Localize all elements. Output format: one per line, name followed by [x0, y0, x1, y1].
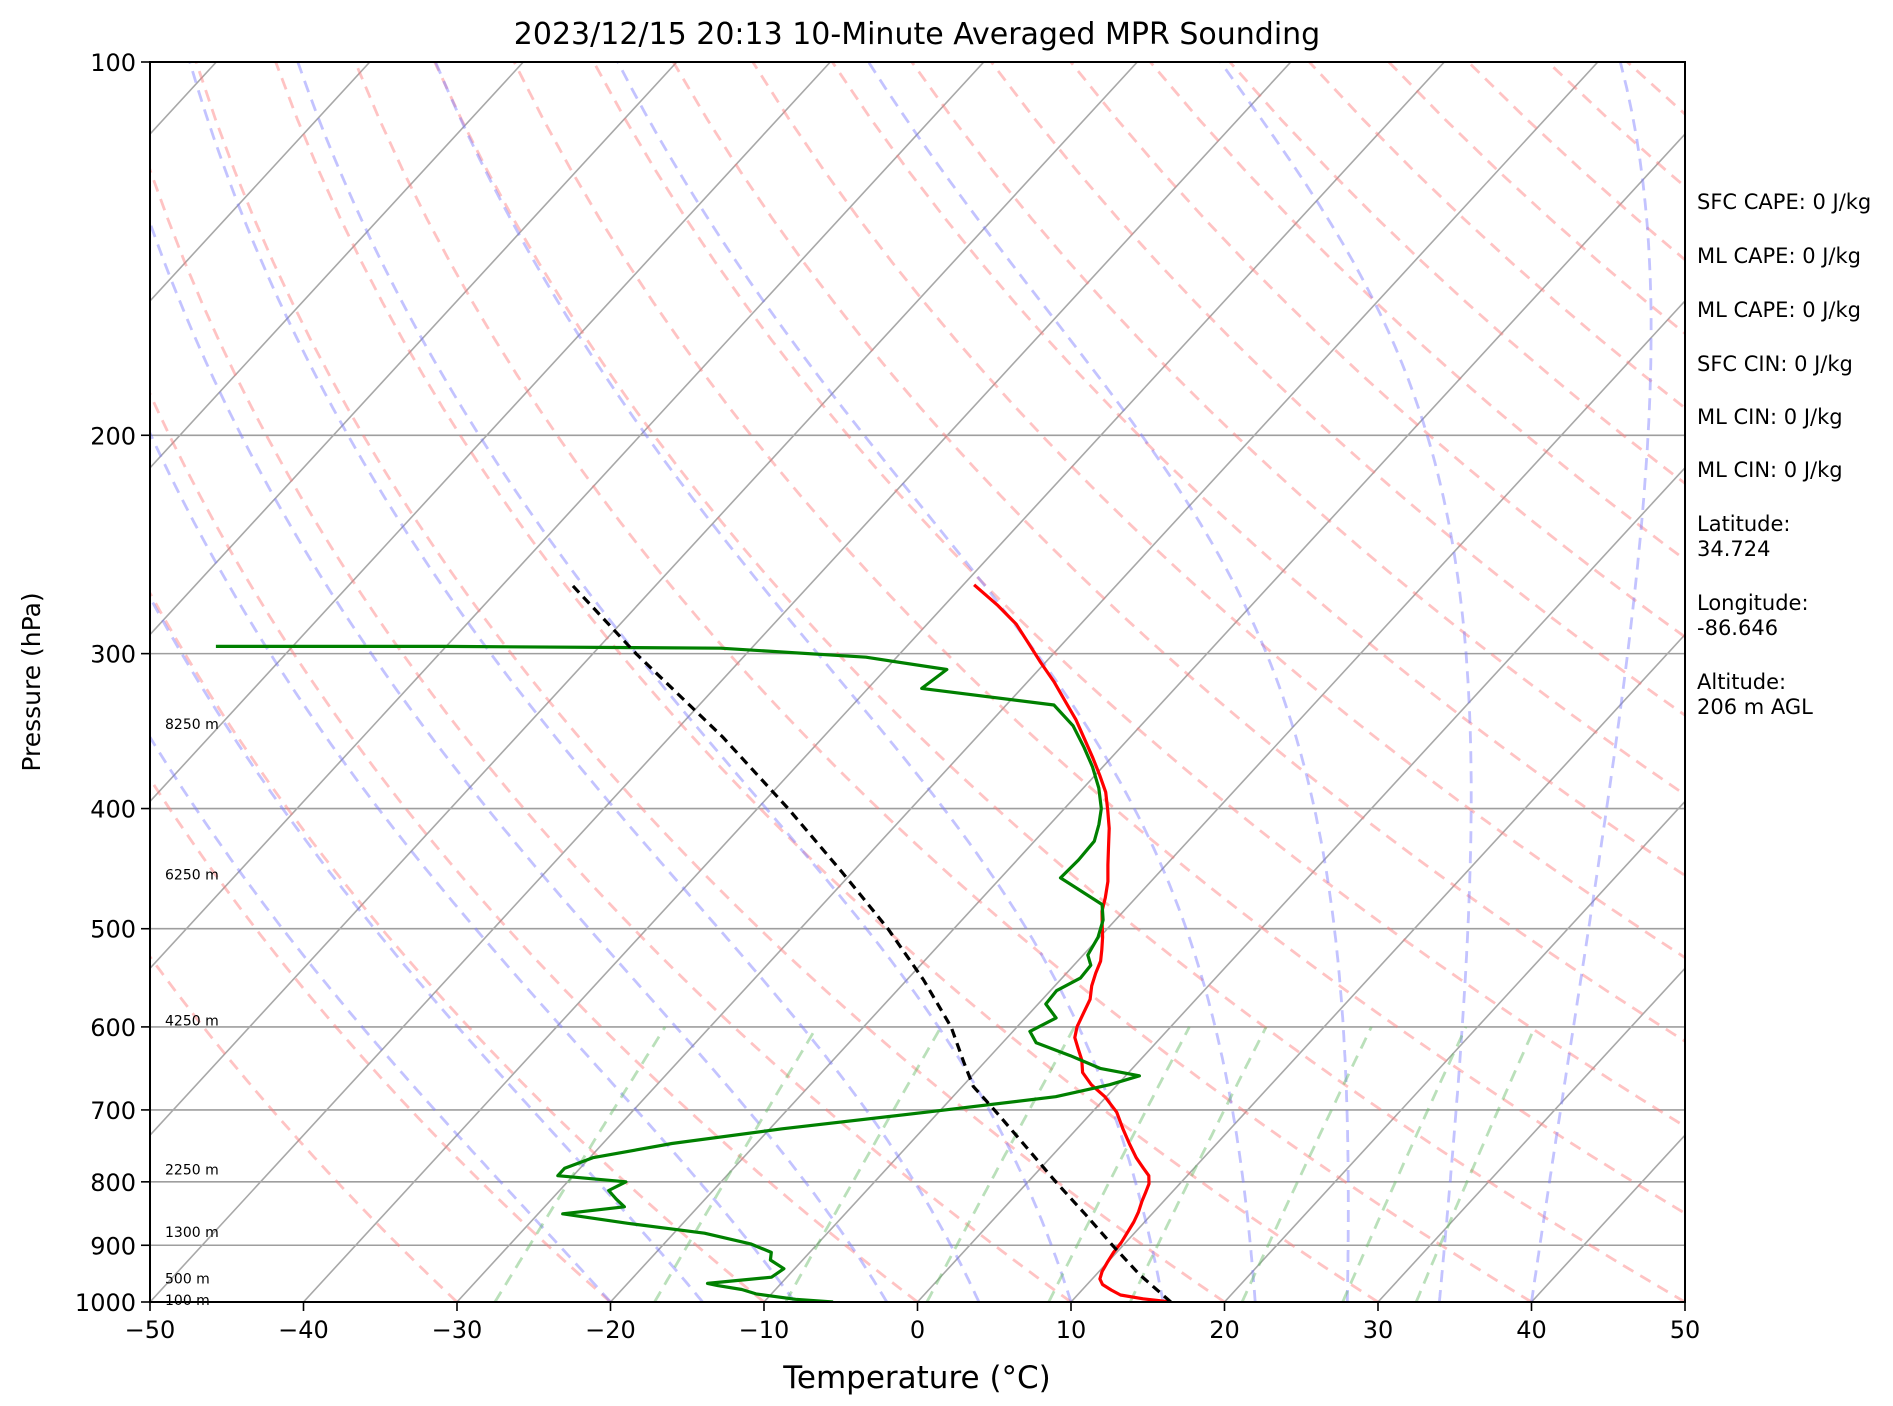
x-tick-label: 0 [910, 1316, 925, 1344]
mixing-ratio-line [493, 1026, 667, 1302]
mixing-ratio-line [1341, 1026, 1468, 1302]
info-panel-line: ML CIN: 0 J/kg [1697, 458, 1843, 482]
mixing-ratio-line [1414, 1026, 1537, 1302]
isotherm-gridline [609, 132, 1685, 1302]
info-panel-line: Latitude: 34.724 [1697, 512, 1791, 561]
x-tick-label: 40 [1516, 1316, 1547, 1344]
info-panel-line: Altitude: 206 m AGL [1697, 670, 1813, 719]
isotherm-gridline [763, 299, 1685, 1302]
height-label: 100 m [165, 1293, 210, 1309]
isotherm-gridline [456, 62, 1599, 1302]
height-label: 500 m [165, 1271, 210, 1287]
x-tick-label: 10 [1056, 1316, 1087, 1344]
isotherm-gridline [150, 62, 1292, 1302]
info-panel-line: ML CAPE: 0 J/kg [1697, 298, 1862, 322]
info-panel-line: SFC CAPE: 0 J/kg [1697, 190, 1872, 214]
parcel-profile-line [570, 583, 1172, 1302]
isotherm-gridline [150, 62, 371, 303]
height-label: 6250 m [165, 867, 219, 883]
y-tick-label: 100 [90, 49, 136, 77]
height-label: 4250 m [165, 1014, 219, 1030]
isotherm-gridline [150, 62, 524, 469]
y-tick-label: 300 [90, 641, 136, 669]
dewpoint-profile-line [215, 644, 1142, 1302]
dry-adiabat [194, 62, 1226, 1302]
moist-adiabat [188, 62, 981, 1302]
isotherm-gridline [150, 62, 678, 636]
dry-adiabat [353, 62, 1533, 1302]
x-tick-label: −10 [739, 1316, 790, 1344]
x-axis-label: Temperature (°C) [782, 1360, 1051, 1396]
y-tick-label: 500 [90, 916, 136, 944]
dry-adiabat [274, 62, 1379, 1302]
x-tick-label: 30 [1363, 1316, 1394, 1344]
y-tick-label: 800 [90, 1169, 136, 1197]
x-tick-label: −30 [432, 1316, 483, 1344]
chart-title: 2023/12/15 20:13 10-Minute Averaged MPR … [514, 17, 1320, 52]
height-label: 1300 m [165, 1225, 219, 1241]
moist-adiabat [616, 62, 1257, 1302]
mixing-ratio-line [1047, 1026, 1191, 1302]
info-panel-line: SFC CIN: 0 J/kg [1697, 352, 1853, 376]
moist-adiabat [150, 734, 612, 1302]
dry-adiabat [910, 62, 1685, 797]
height-label: 2250 m [165, 1163, 219, 1179]
moist-adiabat [150, 218, 889, 1302]
dry-adiabat [672, 62, 1685, 1043]
x-tick-label: 50 [1670, 1316, 1701, 1344]
info-panel-line: ML CAPE: 0 J/kg [1697, 244, 1862, 268]
moist-adiabat [1219, 62, 1473, 1302]
isotherm-gridline [150, 62, 831, 803]
isotherm-gridline [1223, 800, 1685, 1302]
isotherm-gridline [150, 62, 985, 970]
moist-adiabat [1530, 62, 1653, 1302]
height-label: 8250 m [165, 717, 219, 733]
dry-adiabat [150, 590, 765, 1302]
x-tick-label: −20 [585, 1316, 636, 1344]
info-panel-line: Longitude: -86.646 [1697, 591, 1809, 640]
dry-adiabat [150, 954, 458, 1302]
mixing-ratio-line [1240, 1026, 1373, 1302]
moist-adiabat [296, 62, 1073, 1302]
moist-adiabat [867, 62, 1350, 1302]
y-tick-label: 600 [90, 1014, 136, 1042]
mixing-ratio-line [653, 1026, 818, 1302]
x-tick-label: 20 [1209, 1316, 1240, 1344]
y-tick-label: 900 [90, 1232, 136, 1260]
y-axis-label: Pressure (hPa) [17, 592, 46, 771]
isotherm-gridline [150, 62, 1138, 1137]
dry-adiabat [150, 776, 612, 1302]
isotherm-gridline [302, 62, 1445, 1302]
dry-adiabat [751, 62, 1685, 960]
isotherm-gridline [1070, 633, 1685, 1302]
dry-adiabat [512, 62, 1685, 1215]
y-tick-label: 700 [90, 1097, 136, 1125]
mixing-ratio-line [784, 1026, 943, 1302]
info-panel-line: ML CIN: 0 J/kg [1697, 405, 1843, 429]
moist-adiabat [150, 594, 704, 1302]
isotherm-gridline [916, 466, 1685, 1302]
isotherm-gridline [1377, 967, 1685, 1302]
y-tick-label: 1000 [75, 1289, 136, 1317]
moist-adiabat [434, 62, 1165, 1302]
mixing-ratio-line [1128, 1026, 1268, 1302]
x-tick-label: −40 [278, 1316, 329, 1344]
mixing-ratio-line [925, 1026, 1076, 1302]
dry-adiabat [592, 62, 1685, 1129]
dry-adiabat [433, 62, 1685, 1302]
temperature-profile-line [973, 583, 1171, 1302]
dry-adiabat [831, 62, 1685, 878]
moist-adiabat [150, 429, 796, 1302]
dry-adiabat [150, 390, 919, 1302]
x-tick-label: −50 [125, 1316, 176, 1344]
dry-adiabat [150, 165, 1072, 1302]
y-tick-label: 200 [90, 422, 136, 450]
y-tick-label: 400 [90, 796, 136, 824]
